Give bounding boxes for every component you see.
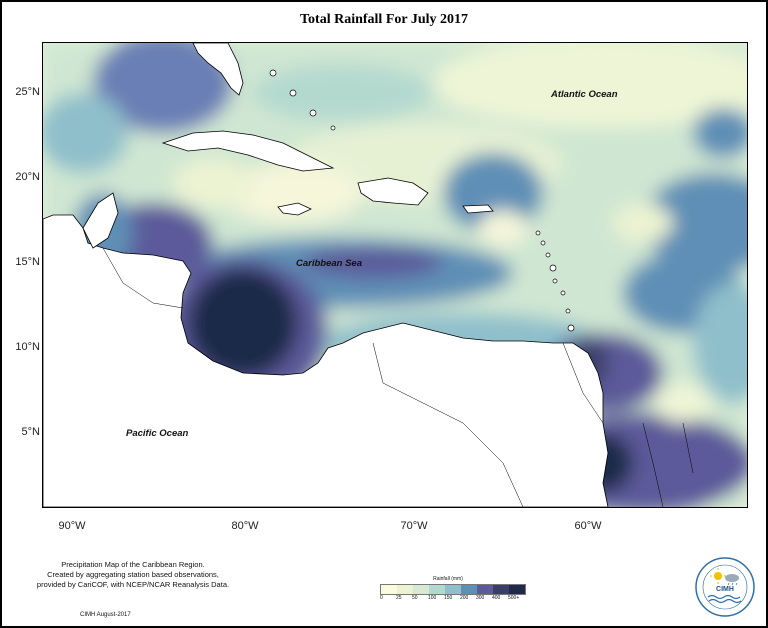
lat-tick-label: 15°N — [15, 256, 40, 268]
legend-label: 50 — [412, 595, 418, 601]
land-masses — [43, 43, 609, 507]
lat-tick-label: 20°N — [15, 171, 40, 183]
caption-line: Created by aggregating station based obs… — [47, 570, 219, 579]
lon-tick-label: 60°W — [574, 520, 602, 532]
legend-label: 500+ — [508, 595, 520, 601]
legend-swatch — [509, 585, 525, 594]
credit-text: CIMH August-2017 — [80, 612, 131, 618]
legend-label: 200 — [460, 595, 469, 601]
legend-label: 100 — [428, 595, 437, 601]
legend-colorbar — [380, 584, 526, 595]
legend-swatch — [381, 585, 397, 594]
lat-tick-label: 10°N — [15, 341, 40, 353]
legend-swatch — [445, 585, 461, 594]
land-borders — [102, 247, 694, 507]
lon-tick-label: 90°W — [58, 520, 86, 532]
caption-line: Precipitation Map of the Caribbean Regio… — [61, 560, 205, 569]
legend-label: 300 — [476, 595, 485, 601]
legend-title: Rainfall (mm) — [433, 576, 463, 582]
lon-tick-label: 70°W — [400, 520, 428, 532]
atlantic-ocean-label: Atlantic Ocean — [551, 89, 618, 100]
legend-swatch — [413, 585, 429, 594]
pacific-ocean-label: Pacific Ocean — [126, 428, 189, 439]
sun-icon — [710, 568, 726, 584]
lat-tick-label: 5°N — [21, 426, 40, 438]
lon-tick-label: 80°W — [231, 520, 259, 532]
caption-line: provided by CariCOF, with NCEP/NCAR Rean… — [36, 580, 230, 589]
logo-text: CIMH — [716, 586, 734, 593]
legend-swatch — [461, 585, 477, 594]
legend-label: 400 — [492, 595, 501, 601]
legend-labels: 0 25 50 100 150 200 300 400 500+ — [380, 595, 524, 601]
rainfall-map — [42, 42, 748, 508]
map-title: Total Rainfall For July 2017 — [299, 12, 469, 27]
legend-label: 25 — [396, 595, 402, 601]
rain-icon — [727, 582, 738, 586]
cimh-logo: CIMH — [694, 556, 756, 618]
legend-label: 0 — [380, 595, 383, 601]
legend-label: 150 — [444, 595, 453, 601]
legend-swatch — [477, 585, 493, 594]
caribbean-sea-label: Caribbean Sea — [296, 258, 362, 269]
lat-tick-label: 25°N — [15, 86, 40, 98]
cloud-icon — [725, 574, 739, 582]
island-chain — [269, 69, 575, 332]
waves-icon — [707, 594, 742, 604]
map-caption: Precipitation Map of the Caribbean Regio… — [18, 560, 248, 590]
legend-swatch — [493, 585, 509, 594]
legend-swatch — [397, 585, 413, 594]
legend-swatch — [429, 585, 445, 594]
